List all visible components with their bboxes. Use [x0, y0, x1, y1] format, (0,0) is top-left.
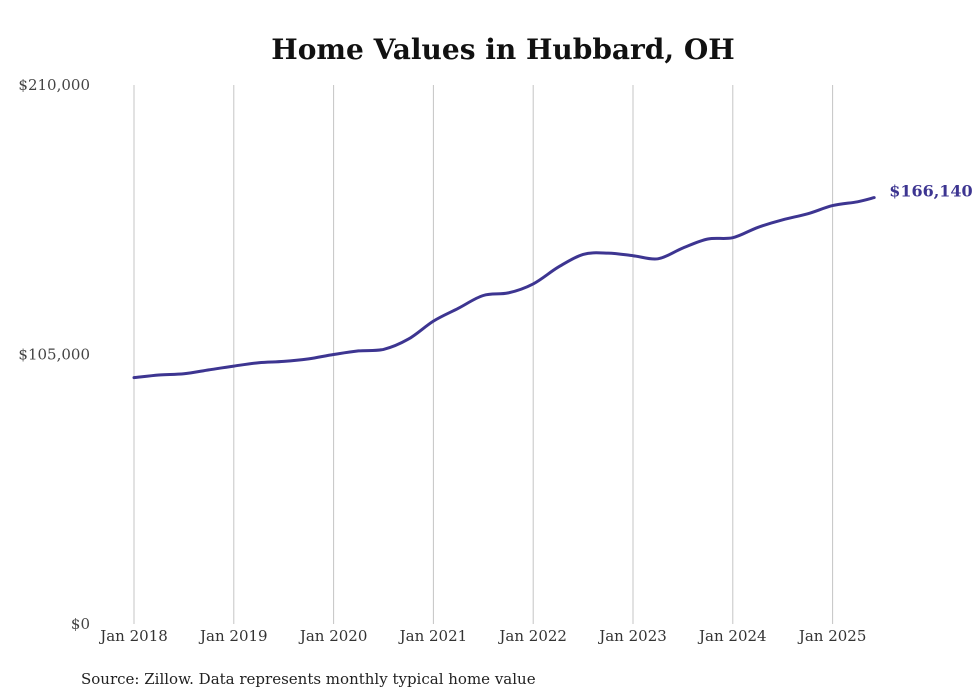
y-axis-ticks: $0 $105,000 $210,000 — [18, 76, 90, 633]
x-tick-label: Jan 2024 — [697, 627, 767, 645]
source-note: Source: Zillow. Data represents monthly … — [81, 670, 536, 688]
chart-title: Home Values in Hubbard, OH — [271, 33, 734, 66]
x-axis-ticks: Jan 2018 Jan 2019 Jan 2020 Jan 2021 Jan 2022… — [98, 627, 866, 645]
x-tick-label: Jan 2023 — [597, 627, 667, 645]
series-line — [132, 196, 876, 380]
y-tick-label: $105,000 — [18, 346, 90, 364]
end-value-label: $166,140 — [889, 182, 973, 201]
y-tick-label: $210,000 — [18, 76, 90, 94]
x-tick-label: Jan 2018 — [98, 627, 168, 645]
x-tick-label: Jan 2021 — [398, 627, 468, 645]
x-tick-label: Jan 2025 — [797, 627, 867, 645]
gridlines — [133, 85, 834, 624]
y-tick-label: $0 — [71, 615, 90, 633]
x-tick-label: Jan 2019 — [198, 627, 268, 645]
x-tick-label: Jan 2020 — [298, 627, 368, 645]
x-tick-label: Jan 2022 — [497, 627, 567, 645]
